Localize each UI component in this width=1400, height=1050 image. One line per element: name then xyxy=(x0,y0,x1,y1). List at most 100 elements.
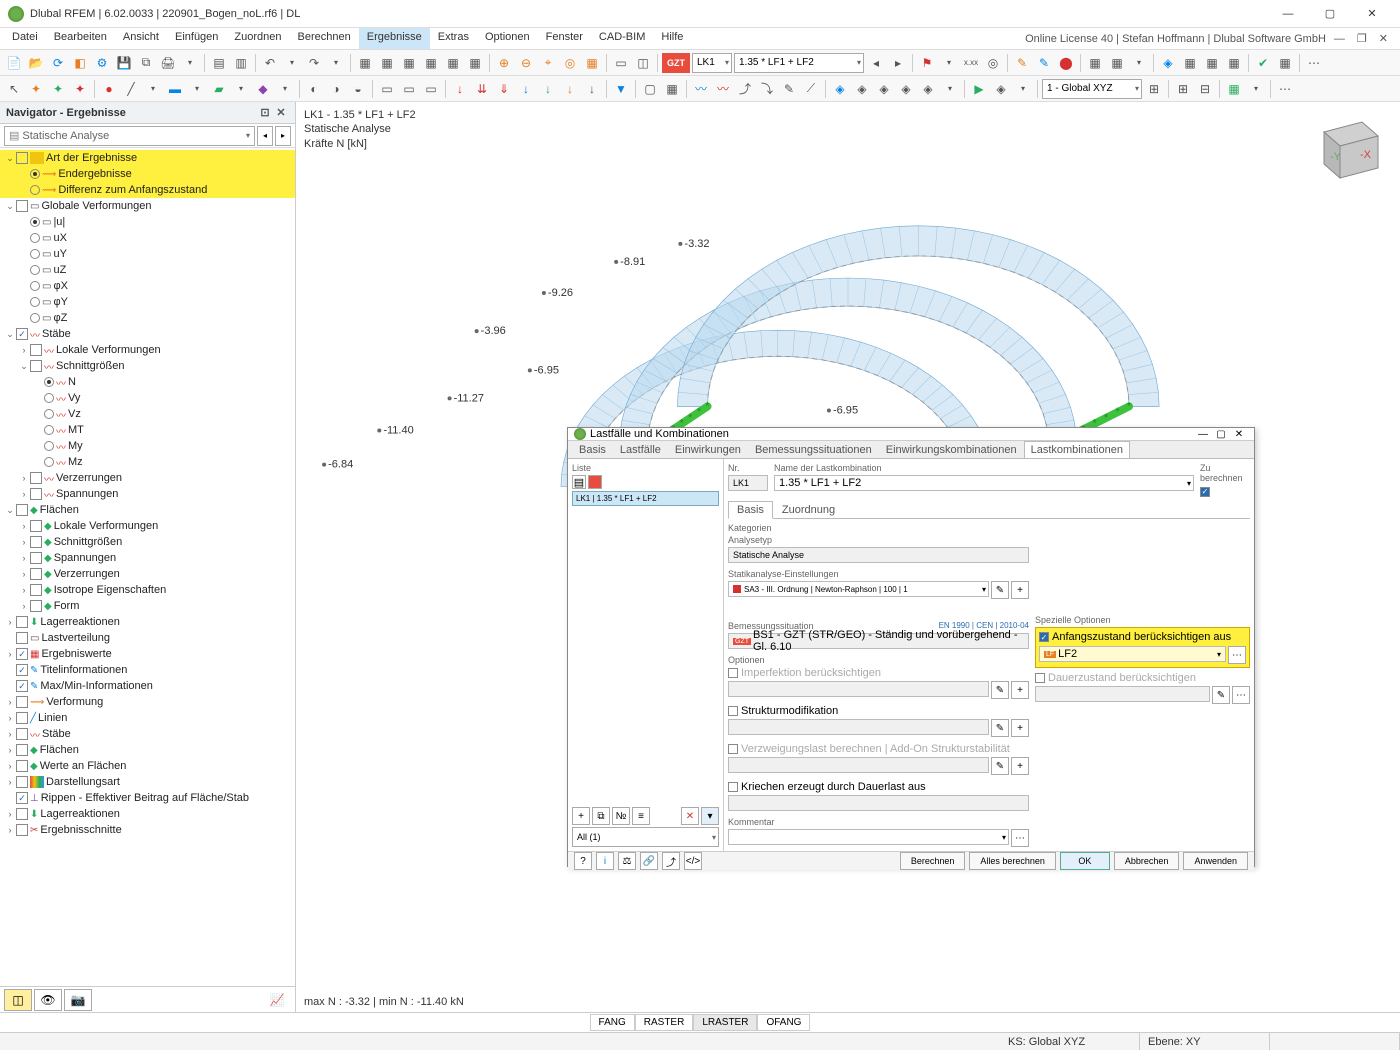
load-case-combo[interactable]: LK1 xyxy=(692,53,732,73)
tree-endergebnisse[interactable]: ⟿Endergebnisse xyxy=(0,166,295,182)
table1-icon[interactable]: ▦ xyxy=(355,53,375,73)
tool-x-icon[interactable]: ▦ xyxy=(1275,53,1295,73)
filter-icon[interactable]: ▼ xyxy=(611,79,631,99)
iso-dd-icon[interactable]: ▾ xyxy=(940,79,960,99)
result2-icon[interactable]: 〰 xyxy=(713,79,733,99)
tree-def-1[interactable]: ▭uX xyxy=(0,230,295,246)
snap-fang[interactable]: FANG xyxy=(590,1014,635,1031)
result1-icon[interactable]: 〰 xyxy=(691,79,711,99)
berechnen-checkbox[interactable] xyxy=(1200,487,1210,497)
tree-ergebnisschnitte[interactable]: ›✂Ergebnisschnitte xyxy=(0,822,295,838)
statik-field[interactable]: SA3 - III. Ordnung | Newton-Raphson | 10… xyxy=(728,581,989,597)
more2-icon[interactable]: ⋯ xyxy=(1275,79,1295,99)
nav-analysis-combo[interactable]: ▤ Statische Analyse xyxy=(4,126,255,146)
name-field[interactable]: 1.35 * LF1 + LF2 ▾ xyxy=(774,475,1194,491)
tree-lager2[interactable]: ›⬇Lagerreaktionen xyxy=(0,806,295,822)
opt1-btn1[interactable]: ✎ xyxy=(991,681,1009,699)
redo-dd-icon[interactable]: ▾ xyxy=(326,53,346,73)
menu-datei[interactable]: Datei xyxy=(4,28,46,49)
target-icon[interactable]: ◎ xyxy=(983,53,1003,73)
layers3-icon[interactable]: ▦ xyxy=(1202,53,1222,73)
mdi-restore-button[interactable]: ❐ xyxy=(1353,32,1371,45)
load3-icon[interactable]: ⇓ xyxy=(494,79,514,99)
tree-spannungen-s[interactable]: ›〰Spannungen xyxy=(0,486,295,502)
close-button[interactable]: ✕ xyxy=(1352,2,1392,26)
tree-fl-4[interactable]: ›◆Isotrope Eigenschaften xyxy=(0,582,295,598)
view1-icon[interactable]: ▢ xyxy=(640,79,660,99)
menu-ergebnisse[interactable]: Ergebnisse xyxy=(359,28,430,49)
tree-differenz[interactable]: ⟿Differenz zum Anfangszustand xyxy=(0,182,295,198)
list-filter-combo[interactable]: All (1) xyxy=(572,827,719,847)
sec3-icon[interactable]: ▭ xyxy=(421,79,441,99)
dlg-script-button[interactable]: </> xyxy=(684,852,702,870)
maximize-button[interactable]: ▢ xyxy=(1310,2,1350,26)
tree-art[interactable]: ⌄Art der Ergebnisse xyxy=(0,150,295,166)
next-icon[interactable]: ▸ xyxy=(888,53,908,73)
load6-icon[interactable]: ↓ xyxy=(560,79,580,99)
load-formula-combo[interactable]: 1.35 * LF1 + LF2 xyxy=(734,53,864,73)
tool-a-icon[interactable]: ✎ xyxy=(1012,53,1032,73)
check-icon[interactable]: ✔ xyxy=(1253,53,1273,73)
iso2-icon[interactable]: ◈ xyxy=(852,79,872,99)
dlg-help-button[interactable]: ? xyxy=(574,852,592,870)
dlg-tab-2[interactable]: Einwirkungen xyxy=(668,441,748,458)
tool-c-icon[interactable]: ⬤ xyxy=(1056,53,1076,73)
mdi-minimize-button[interactable]: — xyxy=(1330,33,1349,45)
layers2-icon[interactable]: ▦ xyxy=(1180,53,1200,73)
opt2-checkbox[interactable] xyxy=(728,706,738,716)
tree-global-verformungen[interactable]: ⌄▭Globale Verformungen xyxy=(0,198,295,214)
dlg-tab-3[interactable]: Bemessungssituationen xyxy=(748,441,879,458)
kommentar-field[interactable]: ▾ xyxy=(728,829,1009,845)
menu-berechnen[interactable]: Berechnen xyxy=(290,28,359,49)
tree-fl-5[interactable]: ›◆Form xyxy=(0,598,295,614)
nav-view2-button[interactable]: 👁 xyxy=(34,989,62,1011)
zoom4-icon[interactable]: ◎ xyxy=(560,53,580,73)
tree-force-N[interactable]: 〰N xyxy=(0,374,295,390)
layers4-icon[interactable]: ▦ xyxy=(1224,53,1244,73)
result5-icon[interactable]: ✎ xyxy=(779,79,799,99)
anim-dd-icon[interactable]: ▾ xyxy=(1013,79,1033,99)
tree-force-Mz[interactable]: 〰Mz xyxy=(0,454,295,470)
tree-force-Vy[interactable]: 〰Vy xyxy=(0,390,295,406)
analysetyp-field[interactable]: Statische Analyse xyxy=(728,547,1029,563)
menu-optionen[interactable]: Optionen xyxy=(477,28,538,49)
mdi-close-button[interactable]: ✕ xyxy=(1375,32,1392,45)
tree-titel[interactable]: ✎Titelinformationen xyxy=(0,662,295,678)
tree-fl-0[interactable]: ›◆Lokale Verformungen xyxy=(0,518,295,534)
table6-icon[interactable]: ▦ xyxy=(465,53,485,73)
beam-icon[interactable]: ▬ xyxy=(165,79,185,99)
iso5-icon[interactable]: ◈ xyxy=(918,79,938,99)
result6-icon[interactable]: ⟋ xyxy=(801,79,821,99)
redo-icon[interactable]: ↷ xyxy=(304,53,324,73)
tree-lastverteilung[interactable]: ▭Lastverteilung xyxy=(0,630,295,646)
block-icon[interactable]: ◧ xyxy=(70,53,90,73)
nav-close-icon[interactable]: ✕ xyxy=(273,106,289,119)
line-dd-icon[interactable]: ▾ xyxy=(143,79,163,99)
sec2-icon[interactable]: ▭ xyxy=(399,79,419,99)
opt2-btn2[interactable]: + xyxy=(1011,719,1029,737)
solid-icon[interactable]: ◆ xyxy=(253,79,273,99)
dialog-maximize-button[interactable]: ▢ xyxy=(1212,429,1230,440)
opt3-checkbox[interactable] xyxy=(728,744,738,754)
opt3-btn1[interactable]: ✎ xyxy=(991,757,1009,775)
nav-graph-button[interactable]: 📈 xyxy=(263,989,291,1011)
load4-icon[interactable]: ↓ xyxy=(516,79,536,99)
star3-icon[interactable]: ✦ xyxy=(70,79,90,99)
doc1-icon[interactable]: ▤ xyxy=(209,53,229,73)
tree-def-3[interactable]: ▭uZ xyxy=(0,262,295,278)
dlg-tab-1[interactable]: Lastfälle xyxy=(613,441,668,458)
dlg-export-button[interactable]: ⤴ xyxy=(662,852,680,870)
list-item[interactable]: LK1 | 1.35 * LF1 + LF2 xyxy=(572,491,719,506)
save-all-icon[interactable]: ⧉ xyxy=(136,53,156,73)
iso3-icon[interactable]: ◈ xyxy=(874,79,894,99)
view2-icon[interactable]: ▦ xyxy=(662,79,682,99)
prev-icon[interactable]: ◂ xyxy=(866,53,886,73)
list-sort-button[interactable]: ≡ xyxy=(632,807,650,825)
tree-rippen[interactable]: ⊥Rippen - Effektiver Beitrag auf Fläche/… xyxy=(0,790,295,806)
calc-icon[interactable]: ▦ xyxy=(421,53,441,73)
dlg-tab-5[interactable]: Lastkombinationen xyxy=(1024,441,1130,458)
list-mode-button[interactable]: ▾ xyxy=(701,807,719,825)
load2-icon[interactable]: ⇊ xyxy=(472,79,492,99)
tool-b-icon[interactable]: ✎ xyxy=(1034,53,1054,73)
anfang-button[interactable]: ⋯ xyxy=(1228,646,1246,664)
